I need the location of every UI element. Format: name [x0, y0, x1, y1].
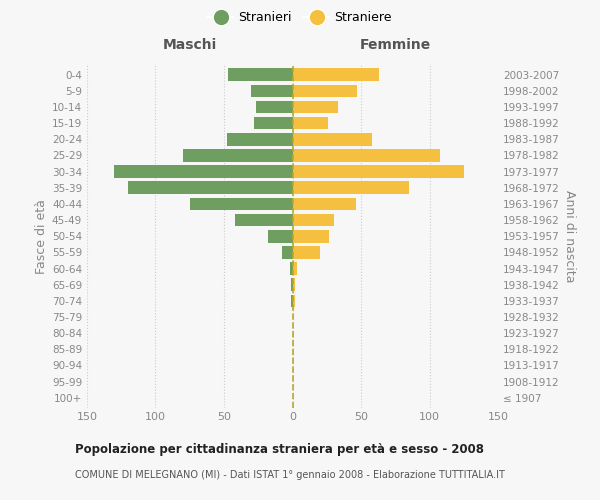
Bar [291, 294, 293, 307]
Bar [293, 166, 464, 178]
Bar [183, 149, 293, 162]
Bar [293, 149, 440, 162]
Bar [293, 294, 295, 307]
Bar [227, 133, 293, 145]
Bar [291, 278, 293, 291]
Bar [256, 100, 293, 114]
Y-axis label: Anni di nascita: Anni di nascita [563, 190, 576, 282]
Y-axis label: Fasce di età: Fasce di età [35, 199, 48, 274]
Bar [293, 100, 338, 114]
Legend: Stranieri, Straniere: Stranieri, Straniere [203, 6, 397, 29]
Bar [293, 182, 409, 194]
Bar [190, 198, 293, 210]
Bar [281, 246, 293, 258]
Bar [293, 214, 334, 226]
Bar [254, 117, 293, 130]
Bar [293, 198, 356, 210]
Bar [293, 84, 357, 97]
Bar [228, 68, 293, 81]
Bar [268, 230, 293, 242]
Bar [235, 214, 293, 226]
Bar [115, 166, 293, 178]
Bar [293, 278, 295, 291]
Bar [293, 68, 379, 81]
Bar [290, 262, 293, 275]
Bar [128, 182, 293, 194]
Bar [251, 84, 293, 97]
Text: COMUNE DI MELEGNANO (MI) - Dati ISTAT 1° gennaio 2008 - Elaborazione TUTTITALIA.: COMUNE DI MELEGNANO (MI) - Dati ISTAT 1°… [75, 470, 505, 480]
Bar [293, 230, 329, 242]
Text: Popolazione per cittadinanza straniera per età e sesso - 2008: Popolazione per cittadinanza straniera p… [75, 442, 484, 456]
Text: Femmine: Femmine [359, 38, 431, 52]
Bar [293, 262, 296, 275]
Bar [293, 117, 328, 130]
Text: Maschi: Maschi [163, 38, 217, 52]
Bar [293, 246, 320, 258]
Bar [293, 133, 372, 145]
